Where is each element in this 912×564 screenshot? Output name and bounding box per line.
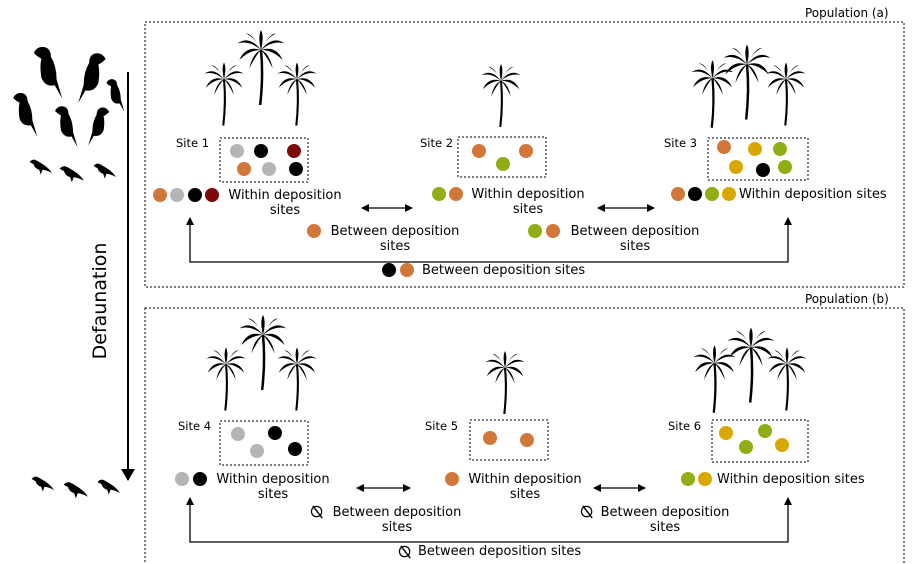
between-label: Between deposition sites — [590, 505, 740, 535]
population-label: Population (a) — [805, 6, 889, 20]
between-label: Between deposition sites — [322, 505, 472, 535]
within-label: Within deposition sites — [460, 472, 590, 502]
within-label: Within deposition sites — [208, 472, 338, 502]
between-label: Between deposition sites — [422, 263, 585, 278]
between-label: Between deposition sites — [320, 224, 470, 254]
site-label: Site 1 — [176, 136, 209, 150]
axis-label: Defaunation — [89, 241, 111, 361]
within-label: Within deposition sites — [717, 472, 865, 487]
within-label: Within deposition sites — [739, 187, 887, 202]
site-label: Site 4 — [178, 419, 211, 433]
within-label: Within deposition sites — [463, 187, 593, 217]
within-label: Within deposition sites — [220, 188, 350, 218]
site-label: Site 2 — [420, 136, 453, 150]
site-label: Site 6 — [668, 419, 701, 433]
diagram: Defaunation Population (a) Population (b… — [0, 0, 912, 564]
between-label: Between deposition sites — [560, 224, 710, 254]
site-label: Site 3 — [664, 136, 697, 150]
population-label: Population (b) — [805, 292, 889, 306]
between-label: Between deposition sites — [418, 544, 581, 559]
site-label: Site 5 — [425, 419, 458, 433]
